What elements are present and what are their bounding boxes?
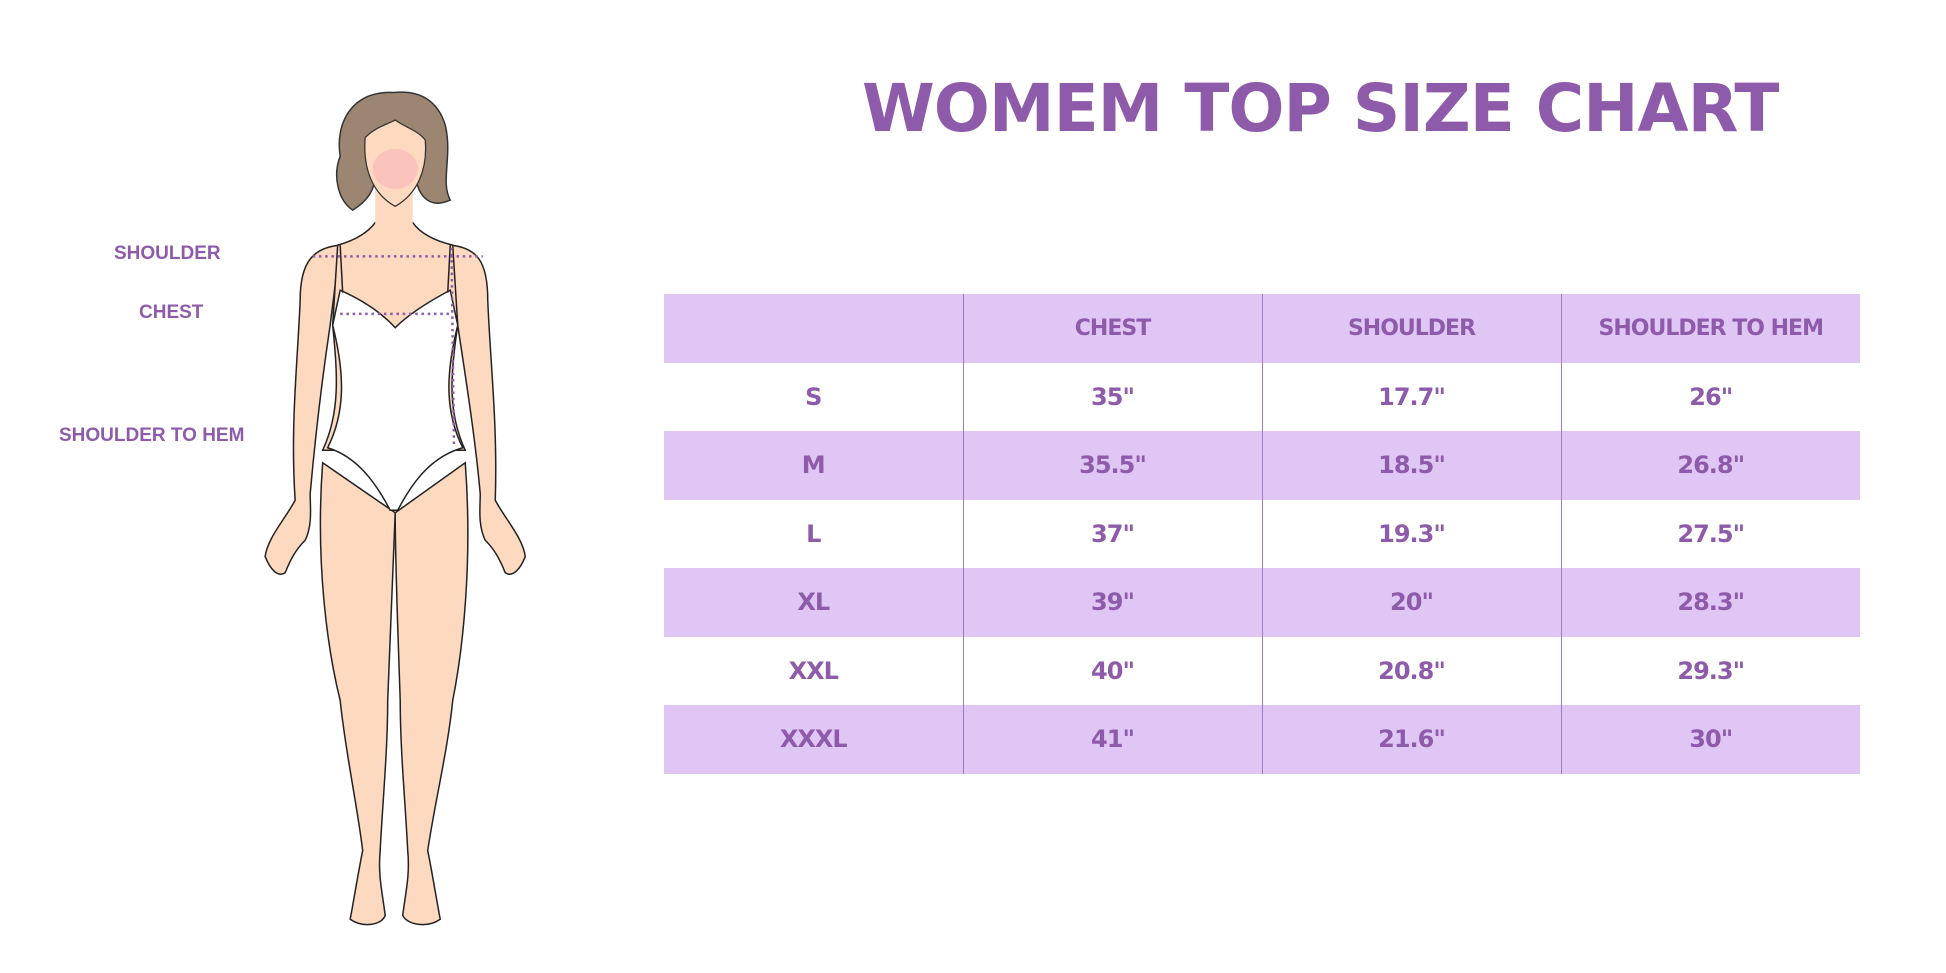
table-row: S 35" 17.7" 26" (664, 362, 1860, 431)
shoulder-label: SHOULDER (114, 243, 221, 264)
header-shoulder: SHOULDER (1261, 294, 1561, 363)
shoulder-to-hem-cell: 26.8" (1560, 431, 1860, 500)
size-cell: XL (797, 588, 830, 617)
table-row: M 35.5" 18.5" 26.8" (664, 431, 1860, 500)
size-cell: XXXL (779, 725, 848, 754)
page-title: WOMEM TOP SIZE CHART (862, 70, 1779, 147)
chest-cell: 35" (962, 362, 1262, 431)
shoulder-cell: 21.6" (1261, 705, 1561, 774)
shoulder-to-hem-label: SHOULDER TO HEM (59, 425, 245, 446)
chest-cell: 41" (962, 705, 1262, 774)
size-cell: M (801, 451, 826, 480)
table-row: XXL 40" 20.8" 29.3" (664, 636, 1860, 705)
shoulder-cell: 18.5" (1261, 431, 1561, 500)
shoulder-to-hem-cell: 29.3" (1560, 636, 1860, 705)
size-cell: S (805, 382, 822, 411)
size-cell: L (806, 519, 821, 548)
right-arm (449, 244, 527, 575)
shoulder-cell: 19.3" (1261, 499, 1561, 568)
chest-cell: 40" (962, 636, 1262, 705)
size-cell: XXL (788, 656, 839, 685)
shoulder-to-hem-cell: 28.3" (1560, 568, 1860, 637)
shoulder-to-hem-measure-line (450, 247, 456, 448)
shoulder-to-hem-cell: 26" (1560, 362, 1860, 431)
shoulder-cell: 20.8" (1261, 636, 1561, 705)
size-chart-table: CHEST SHOULDER SHOULDER TO HEM S 35" 17.… (664, 294, 1860, 774)
table-row: XL 39" 20" 28.3" (664, 568, 1860, 637)
chest-label: CHEST (139, 302, 204, 323)
left-leg (319, 461, 396, 926)
table-row: L 37" 19.3" 27.5" (664, 499, 1860, 568)
chest-cell: 35.5" (962, 431, 1262, 500)
header-size (664, 294, 963, 363)
chest-cell: 37" (962, 499, 1262, 568)
left-arm (264, 244, 342, 575)
shoulder-to-hem-cell: 27.5" (1560, 499, 1860, 568)
table-header-row: CHEST SHOULDER SHOULDER TO HEM (664, 294, 1860, 363)
right-leg (394, 461, 469, 926)
table-row: XXXL 41" 21.6" 30" (664, 705, 1860, 774)
chest-cell: 39" (962, 568, 1262, 637)
header-shoulder-to-hem: SHOULDER TO HEM (1560, 294, 1860, 363)
shoulder-to-hem-cell: 30" (1560, 705, 1860, 774)
header-chest: CHEST (962, 294, 1262, 363)
shoulder-cell: 17.7" (1261, 362, 1561, 431)
shoulder-cell: 20" (1261, 568, 1561, 637)
bodysuit (326, 289, 464, 512)
